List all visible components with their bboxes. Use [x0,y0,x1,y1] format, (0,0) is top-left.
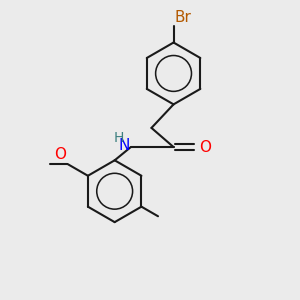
Text: N: N [119,138,130,153]
Text: H: H [113,130,124,145]
Text: O: O [54,147,66,162]
Text: O: O [200,140,211,154]
Text: Br: Br [174,10,191,25]
